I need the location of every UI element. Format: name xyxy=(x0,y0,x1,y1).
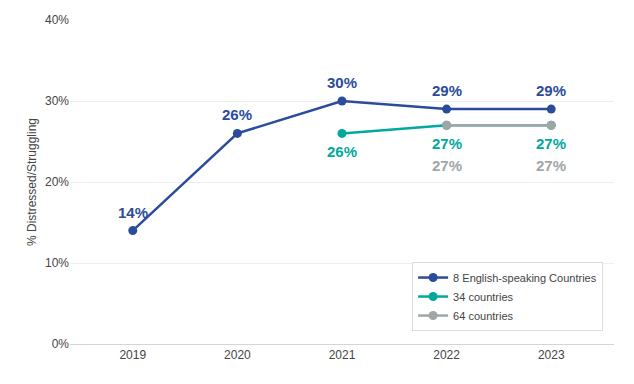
svg-text:27%: 27% xyxy=(536,157,566,174)
svg-text:30%: 30% xyxy=(327,74,357,91)
svg-text:64 countries: 64 countries xyxy=(453,310,513,322)
svg-text:26%: 26% xyxy=(327,143,357,160)
svg-text:29%: 29% xyxy=(536,82,566,99)
svg-text:27%: 27% xyxy=(432,135,462,152)
svg-text:2020: 2020 xyxy=(224,348,251,362)
svg-text:34 countries: 34 countries xyxy=(453,291,513,303)
svg-text:2022: 2022 xyxy=(433,348,460,362)
svg-text:14%: 14% xyxy=(118,204,148,221)
svg-text:2021: 2021 xyxy=(329,348,356,362)
svg-text:10%: 10% xyxy=(45,256,69,270)
svg-text:27%: 27% xyxy=(536,135,566,152)
svg-text:2023: 2023 xyxy=(538,348,565,362)
svg-text:30%: 30% xyxy=(45,94,69,108)
svg-text:20%: 20% xyxy=(45,175,69,189)
svg-text:40%: 40% xyxy=(45,13,69,27)
svg-text:% Distressed/Struggling: % Distressed/Struggling xyxy=(25,118,39,246)
svg-text:26%: 26% xyxy=(222,106,252,123)
svg-text:27%: 27% xyxy=(432,157,462,174)
svg-text:2019: 2019 xyxy=(119,348,146,362)
svg-text:0%: 0% xyxy=(52,337,70,351)
svg-text:29%: 29% xyxy=(432,82,462,99)
svg-text:8 English-speaking Countries: 8 English-speaking Countries xyxy=(453,272,597,284)
